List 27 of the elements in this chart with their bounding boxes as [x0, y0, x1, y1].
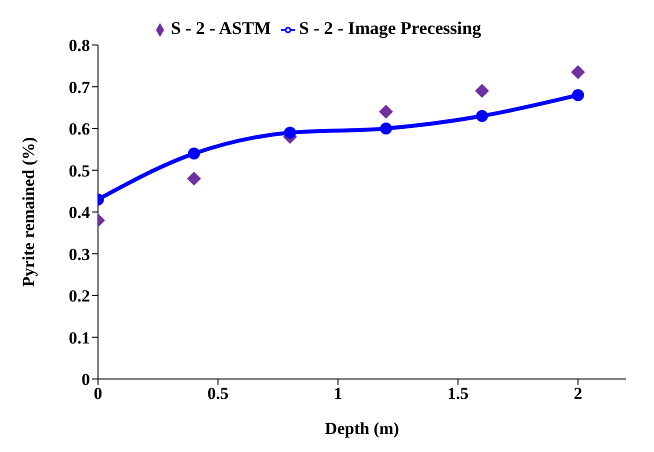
point — [571, 65, 585, 80]
y-tick-label: 0.7 — [68, 78, 90, 97]
point — [572, 89, 584, 102]
point — [475, 84, 489, 98]
x-tick-label: 0 — [94, 384, 102, 404]
x-tick-label: 1 — [334, 384, 342, 404]
point — [379, 104, 393, 119]
point — [380, 122, 392, 134]
point — [476, 110, 488, 122]
x-axis-title: Depth (m) — [324, 419, 400, 438]
y-tick-label: 0.8 — [68, 36, 90, 56]
y-tick-label: 0.3 — [68, 244, 90, 264]
y-tick-label: 0.2 — [68, 286, 90, 306]
point — [284, 126, 296, 139]
x-tick-label: 1.5 — [447, 384, 469, 404]
y-tick-label: 0.1 — [68, 328, 90, 348]
legend-label: S - 2 - ASTM — [170, 18, 271, 38]
y-tick-label: 0 — [82, 370, 90, 390]
point — [188, 148, 200, 160]
y-tick-label: 0.6 — [68, 120, 90, 139]
point — [187, 172, 201, 186]
x-tick-label: 2 — [574, 384, 582, 404]
x-tick-label: 0.5 — [207, 384, 229, 404]
y-axis-title: Pyrite remained (%) — [19, 137, 38, 287]
legend-label: S - 2 - Image Precessing — [298, 18, 482, 38]
y-tick-label: 0.5 — [68, 161, 90, 180]
y-tick-label: 0.4 — [68, 203, 90, 222]
